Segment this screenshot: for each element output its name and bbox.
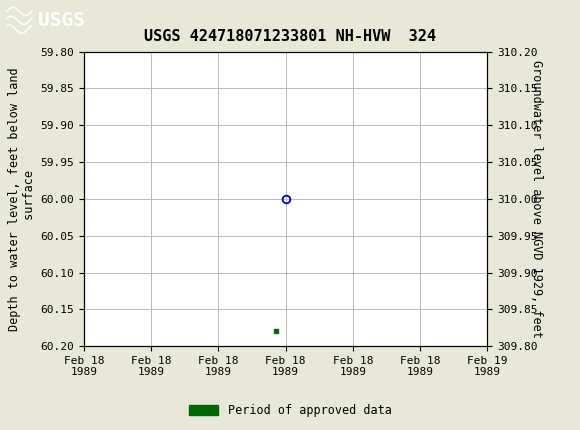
Y-axis label: Depth to water level, feet below land
 surface: Depth to water level, feet below land su…: [9, 67, 37, 331]
Legend: Period of approved data: Period of approved data: [184, 399, 396, 422]
Text: USGS 424718071233801 NH-HVW  324: USGS 424718071233801 NH-HVW 324: [144, 29, 436, 44]
Text: USGS: USGS: [38, 11, 85, 30]
Y-axis label: Groundwater level above NGVD 1929, feet: Groundwater level above NGVD 1929, feet: [530, 60, 543, 338]
